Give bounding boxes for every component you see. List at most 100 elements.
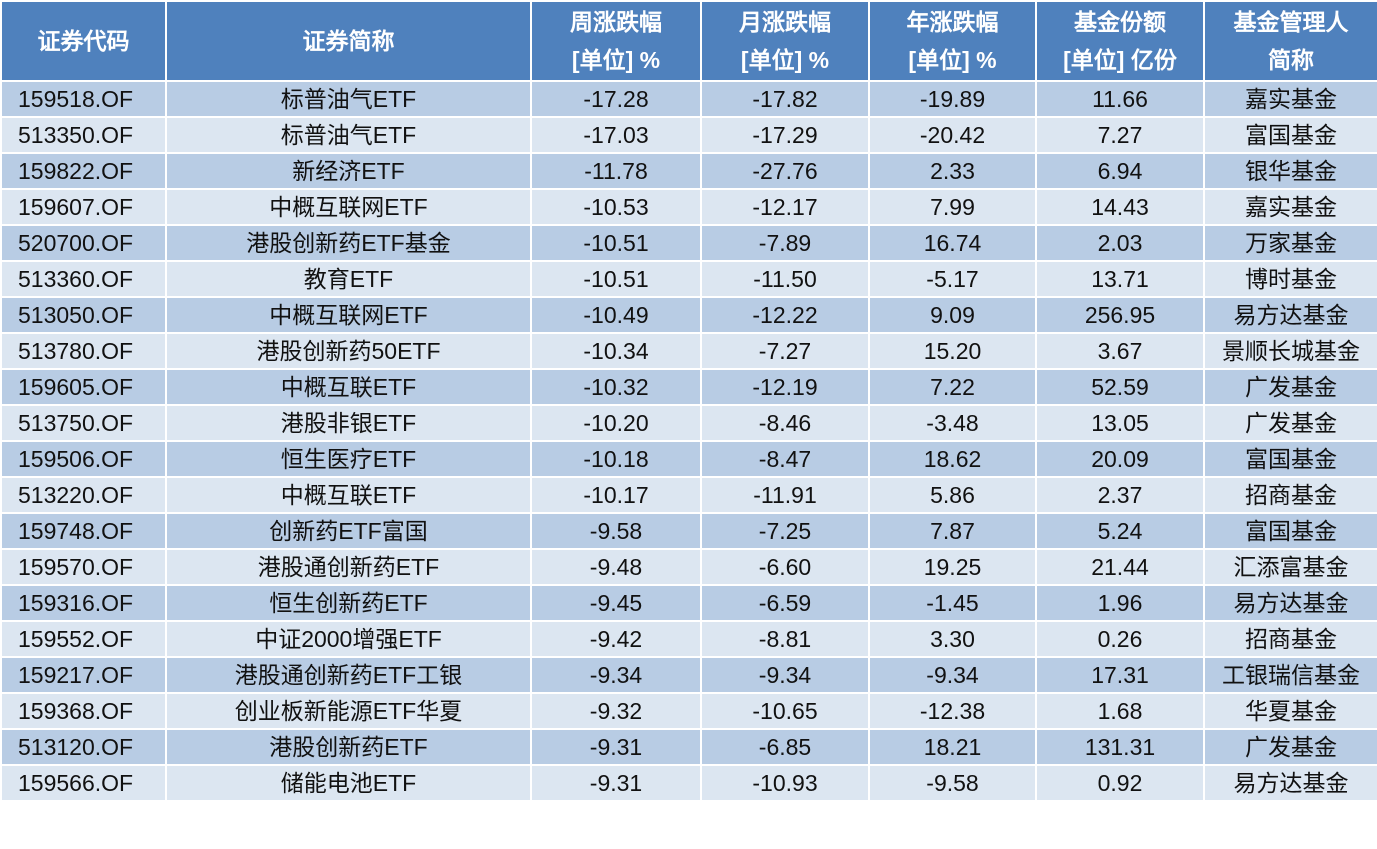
cell-text: -17.03 — [583, 122, 649, 148]
cell-text: 创新药ETF富国 — [269, 518, 428, 544]
table-cell: 20.09 — [1035, 440, 1205, 478]
table-cell: -8.81 — [700, 620, 870, 658]
table-cell: 易方达基金 — [1203, 296, 1377, 334]
cell-text: 易方达基金 — [1233, 590, 1349, 616]
table-row: 513780.OF 港股创新药50ETF -10.34 -7.27 15.20 3.67 景… — [0, 332, 1377, 370]
cell-text: 159822.OF — [18, 158, 134, 184]
table-row: 159570.OF 港股通创新药ETF -9.48 -6.60 19.25 21.44 汇添… — [0, 548, 1377, 586]
table-cell: 0.92 — [1035, 764, 1205, 802]
cell-text: 18.21 — [923, 734, 982, 760]
cell-text: -9.58 — [926, 770, 979, 796]
table-row: 159518.OF 标普油气ETF -17.28 -17.82 -19.89 11.66 嘉… — [0, 80, 1377, 118]
table-cell: 标普油气ETF — [165, 80, 532, 118]
cell-text: 3.67 — [1097, 338, 1143, 364]
cell-text: 18.62 — [923, 446, 982, 472]
header-text: 简称 — [1268, 47, 1314, 73]
table-cell: 中概互联网ETF — [165, 296, 532, 334]
cell-text: -10.17 — [583, 482, 649, 508]
table-cell: -10.93 — [700, 764, 870, 802]
table-cell: 富国基金 — [1203, 512, 1377, 550]
table-cell: 159506.OF — [0, 440, 167, 478]
table-cell: 7.27 — [1035, 116, 1205, 154]
table-cell: -10.51 — [530, 224, 702, 262]
cell-text: -5.17 — [926, 266, 979, 292]
cell-text: 159217.OF — [18, 662, 134, 688]
cell-text: -7.89 — [758, 230, 812, 256]
table-cell: -27.76 — [700, 152, 870, 190]
table-cell: 富国基金 — [1203, 116, 1377, 154]
cell-text: 教育ETF — [303, 266, 394, 292]
table-cell: 中概互联网ETF — [165, 188, 532, 226]
cell-text: 0.26 — [1097, 626, 1143, 652]
table-cell: 招商基金 — [1203, 620, 1377, 658]
table-cell: 7.22 — [868, 368, 1037, 406]
header-text: 月涨跌幅 — [739, 9, 831, 35]
cell-text: -9.32 — [589, 698, 643, 724]
cell-text: 11.66 — [1092, 86, 1148, 112]
cell-text: 银华基金 — [1245, 158, 1337, 184]
table-cell: -3.48 — [868, 404, 1037, 442]
table-cell: 易方达基金 — [1203, 584, 1377, 622]
table-cell: -9.31 — [530, 728, 702, 766]
header-cell: 证券代码 — [0, 0, 167, 82]
table-cell: -9.34 — [700, 656, 870, 694]
table-cell: -12.22 — [700, 296, 870, 334]
header-text: 年涨跌幅 — [906, 9, 999, 35]
table-cell: -17.29 — [700, 116, 870, 154]
cell-text: -12.38 — [919, 698, 986, 724]
table-cell: -17.82 — [700, 80, 870, 118]
table-row: 159316.OF 恒生创新药ETF -9.45 -6.59 -1.45 1.96 易方达基… — [0, 584, 1377, 622]
header-text: [单位] % — [571, 47, 661, 73]
table-cell: 14.43 — [1035, 188, 1205, 226]
table-row: 159822.OF 新经济ETF -11.78 -27.76 2.33 6.94 银华基金 — [0, 152, 1377, 190]
table-cell: 256.95 — [1035, 296, 1205, 334]
table-cell: 中证2000增强ETF — [165, 620, 532, 658]
header-text: 基金份额 — [1074, 9, 1166, 35]
cell-text: 513780.OF — [18, 338, 134, 364]
table-cell: 5.86 — [868, 476, 1037, 514]
table-cell: 华夏基金 — [1203, 692, 1377, 730]
cell-text: 中概互联网ETF — [269, 194, 428, 220]
cell-text: 恒生创新药ETF — [269, 590, 428, 616]
cell-text: 20.09 — [1091, 446, 1149, 472]
cell-text: 256.95 — [1084, 302, 1156, 328]
table-cell: 7.87 — [868, 512, 1037, 550]
table-cell: 11.66 — [1035, 80, 1205, 118]
cell-text: 513220.OF — [18, 482, 134, 508]
table-cell: 9.09 — [868, 296, 1037, 334]
table-cell: 513750.OF — [0, 404, 167, 442]
cell-text: -11.50 — [753, 266, 817, 292]
table-cell: 5.24 — [1035, 512, 1205, 550]
table-cell: -10.53 — [530, 188, 702, 226]
table-cell: -9.58 — [868, 764, 1037, 802]
table-cell: 19.25 — [868, 548, 1037, 586]
table-cell: 创业板新能源ETF华夏 — [165, 692, 532, 730]
cell-text: -10.20 — [583, 410, 649, 436]
table-cell: -9.45 — [530, 584, 702, 622]
cell-text: -9.34 — [926, 662, 979, 688]
table-cell: 港股通创新药ETF工银 — [165, 656, 532, 694]
header-text: [单位] % — [740, 47, 830, 73]
table-cell: -10.51 — [530, 260, 702, 298]
table-cell: 513220.OF — [0, 476, 167, 514]
table-cell: 159570.OF — [0, 548, 167, 586]
table-cell: -10.20 — [530, 404, 702, 442]
table-cell: -10.18 — [530, 440, 702, 478]
cell-text: 港股创新药ETF — [269, 734, 428, 760]
table-cell: 储能电池ETF — [165, 764, 532, 802]
table-cell: 159607.OF — [0, 188, 167, 226]
cell-text: -10.32 — [583, 374, 649, 400]
table-cell: 工银瑞信基金 — [1203, 656, 1377, 694]
cell-text: 15.20 — [923, 338, 982, 364]
table-row: 159605.OF 中概互联ETF -10.32 -12.19 7.22 52.59 广发基… — [0, 368, 1377, 406]
table-header: 证券代码 证券简称 周涨跌幅 [单位] % 月涨跌幅 [单位] % 年涨跌幅 [单位] % 基金… — [0, 0, 1377, 82]
table-cell: 159368.OF — [0, 692, 167, 730]
cell-text: 景顺长城基金 — [1222, 338, 1360, 364]
fund-table: 证券代码 证券简称 周涨跌幅 [单位] % 月涨跌幅 [单位] % 年涨跌幅 [单位] % 基金… — [0, 0, 1377, 802]
header-text: [单位] 亿份 — [1063, 47, 1177, 73]
table-cell: 1.68 — [1035, 692, 1205, 730]
table-cell: -9.31 — [530, 764, 702, 802]
table-cell: -11.91 — [700, 476, 870, 514]
table-cell: 15.20 — [868, 332, 1037, 370]
cell-text: 富国基金 — [1245, 518, 1337, 544]
